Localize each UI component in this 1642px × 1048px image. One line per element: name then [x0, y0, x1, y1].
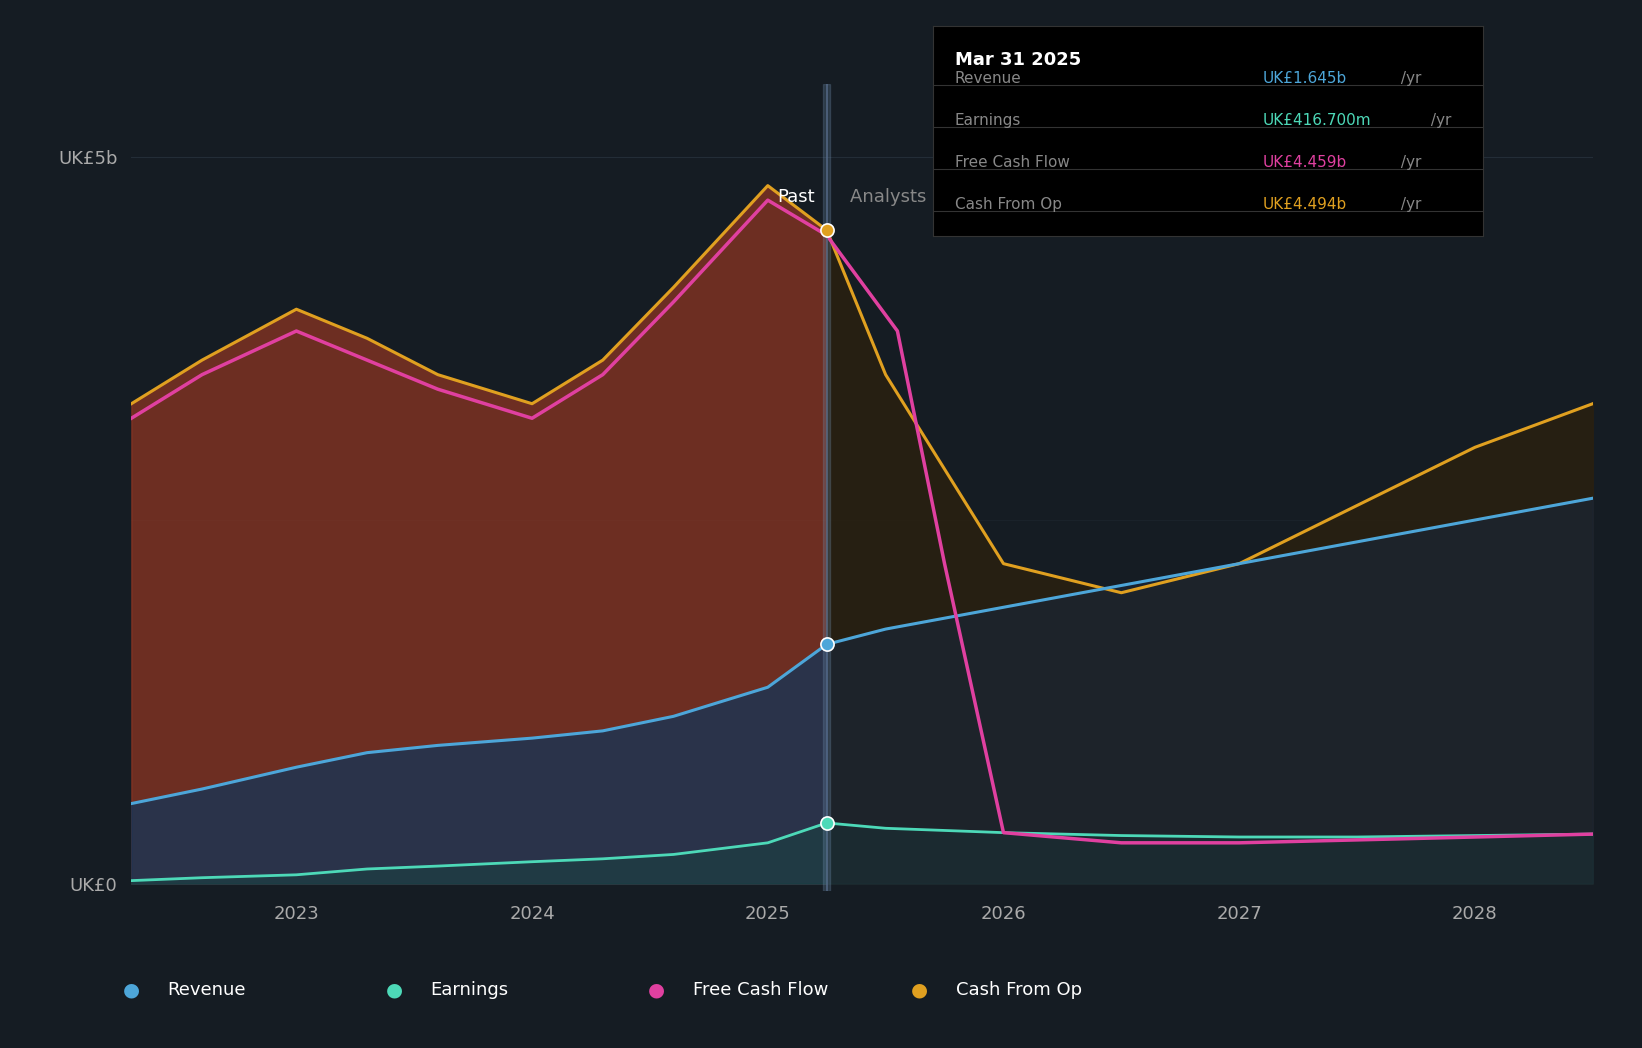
- Text: UK£4.459b: UK£4.459b: [1263, 155, 1346, 170]
- Text: ●: ●: [911, 981, 928, 1000]
- Text: Free Cash Flow: Free Cash Flow: [954, 155, 1069, 170]
- Text: /yr: /yr: [1396, 155, 1422, 170]
- Text: UK£4.494b: UK£4.494b: [1263, 197, 1346, 212]
- Text: Revenue: Revenue: [167, 981, 246, 1000]
- Text: Mar 31 2025: Mar 31 2025: [954, 51, 1080, 69]
- Point: [813, 814, 839, 831]
- Text: Cash From Op: Cash From Op: [956, 981, 1082, 1000]
- Text: Past: Past: [777, 189, 814, 206]
- Text: UK£416.700m: UK£416.700m: [1263, 113, 1371, 128]
- Text: Free Cash Flow: Free Cash Flow: [693, 981, 828, 1000]
- Text: ●: ●: [649, 981, 665, 1000]
- Text: Earnings: Earnings: [430, 981, 509, 1000]
- Text: Cash From Op: Cash From Op: [954, 197, 1062, 212]
- Bar: [823, 84, 831, 891]
- Point: [813, 222, 839, 239]
- Text: /yr: /yr: [1396, 71, 1422, 86]
- Text: Earnings: Earnings: [954, 113, 1021, 128]
- Text: ●: ●: [386, 981, 402, 1000]
- Text: UK£1.645b: UK£1.645b: [1263, 71, 1346, 86]
- Text: /yr: /yr: [1425, 113, 1452, 128]
- Text: ●: ●: [123, 981, 140, 1000]
- Text: Analysts Forecasts: Analysts Forecasts: [851, 189, 1018, 206]
- Point: [813, 636, 839, 653]
- Text: /yr: /yr: [1396, 197, 1422, 212]
- Text: Revenue: Revenue: [954, 71, 1021, 86]
